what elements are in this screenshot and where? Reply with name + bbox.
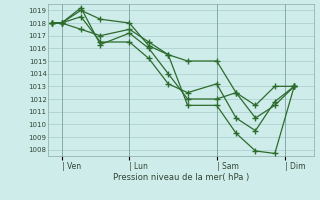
- X-axis label: Pression niveau de la mer( hPa ): Pression niveau de la mer( hPa ): [113, 173, 249, 182]
